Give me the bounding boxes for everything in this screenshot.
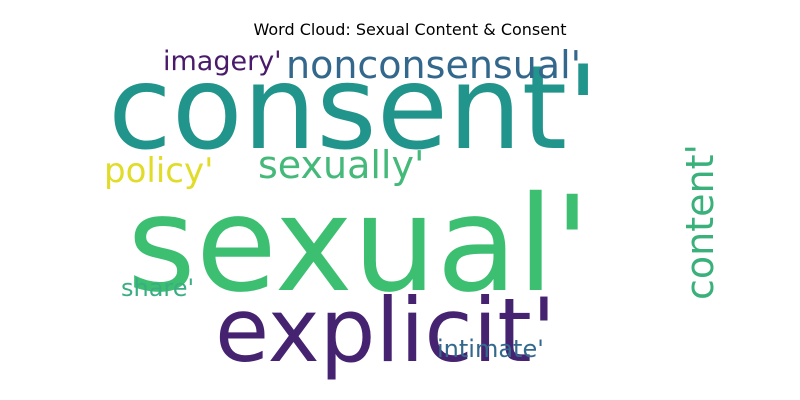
word-sexually: sexually' (258, 143, 424, 187)
word-nonconsensual: nonconsensual' (286, 43, 581, 87)
word-share: share' (121, 274, 194, 302)
word-consent: consent' (108, 41, 599, 176)
word-imagery: imagery' (163, 46, 282, 77)
word-policy: policy' (104, 151, 213, 191)
figure-title: Word Cloud: Sexual Content & Consent (253, 20, 567, 39)
word-content: content' (678, 144, 722, 300)
word-sexual: sexual' (127, 168, 590, 322)
word-explicit: explicit' (215, 279, 556, 382)
word-intimate: intimate' (437, 335, 544, 363)
